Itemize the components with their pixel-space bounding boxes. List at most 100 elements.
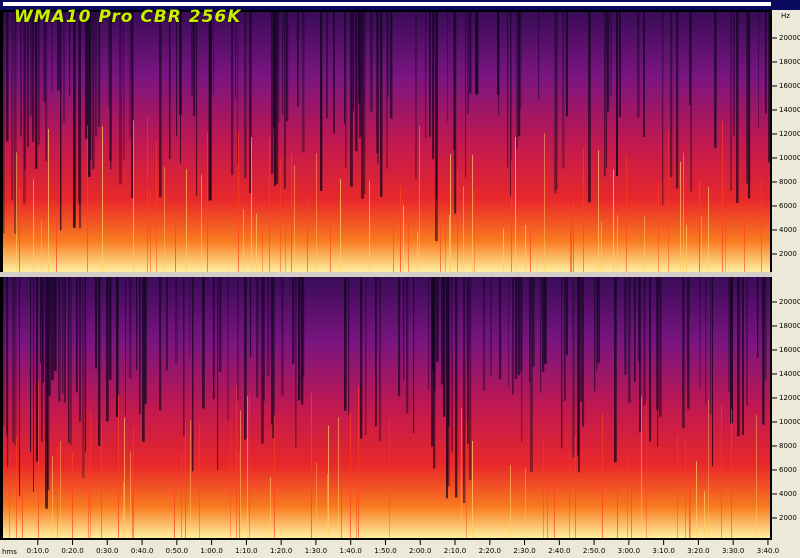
dark-streak	[447, 12, 449, 122]
bright-streak	[744, 210, 745, 272]
dark-streak	[33, 277, 35, 493]
dark-streak	[191, 12, 194, 96]
dark-streak	[436, 12, 438, 200]
bright-streak	[307, 197, 308, 272]
dark-streak	[85, 12, 88, 139]
dark-streak	[95, 277, 97, 369]
dark-streak	[189, 277, 191, 358]
bright-streak	[511, 160, 512, 272]
frequency-tick-label: 12000	[779, 394, 800, 402]
dark-streak	[345, 12, 347, 168]
dark-streak	[596, 277, 598, 371]
time-tick-label: 0:50.0	[166, 547, 188, 555]
bright-streak	[440, 222, 441, 272]
dark-streak	[98, 277, 101, 446]
dark-streak	[370, 12, 373, 112]
bright-streak	[16, 437, 17, 538]
dark-streak	[227, 277, 229, 421]
frequency-tick-label: 16000	[779, 82, 800, 90]
dark-streak	[453, 12, 455, 151]
dark-streak	[604, 12, 606, 177]
dark-streak	[714, 12, 717, 148]
dark-streak	[219, 277, 222, 372]
dark-streak	[556, 12, 558, 190]
bright-streak	[175, 219, 176, 272]
bright-streak	[262, 228, 263, 272]
dark-streak	[11, 12, 14, 201]
dark-streak	[344, 277, 347, 411]
dark-streak	[643, 12, 645, 137]
dark-streak	[60, 12, 62, 231]
time-tick-label: 3:40.0	[757, 547, 779, 555]
bright-streak	[56, 205, 57, 272]
overview-range[interactable]	[3, 2, 771, 6]
dark-streak	[728, 277, 731, 392]
time-tick-label: 2:10.0	[444, 547, 466, 555]
dark-streak	[281, 277, 284, 396]
frequency-tick-label: 20000	[779, 34, 800, 42]
bright-streak	[689, 476, 690, 538]
dark-streak	[507, 12, 509, 168]
dark-streak	[429, 12, 431, 137]
time-tick-label: 0:10.0	[27, 547, 49, 555]
dark-streak	[540, 277, 542, 393]
dark-streak	[271, 277, 273, 425]
time-tick-label: 3:20.0	[687, 547, 709, 555]
dark-streak	[235, 12, 237, 98]
bright-streak	[658, 182, 659, 272]
dark-streak	[284, 12, 286, 189]
dark-streak	[119, 12, 122, 185]
bright-streak	[57, 447, 58, 538]
bright-streak	[602, 413, 603, 538]
frequency-tick-label: 14000	[779, 106, 800, 114]
dark-streak	[92, 12, 95, 170]
bright-streak	[466, 421, 467, 538]
dark-streak	[6, 277, 8, 437]
frequency-tick-label: 12000	[779, 130, 800, 138]
bright-streak	[450, 154, 451, 272]
channel-1-spectrogram[interactable]	[3, 12, 770, 272]
dark-streak	[282, 12, 284, 115]
time-tick-label: 1:10.0	[235, 547, 257, 555]
dark-streak	[303, 277, 305, 378]
dark-streak	[757, 277, 759, 358]
time-tick-label: 0:30.0	[96, 547, 118, 555]
time-tick-label: 1:20.0	[270, 547, 292, 555]
dark-streak	[437, 12, 439, 121]
dark-streak	[57, 12, 60, 91]
dark-streak	[237, 12, 239, 165]
dark-streak	[689, 12, 692, 105]
dark-streak	[455, 277, 458, 498]
dark-streak	[19, 277, 21, 497]
bright-streak	[201, 174, 202, 272]
dark-streak	[762, 277, 765, 425]
dark-streak	[64, 277, 66, 403]
dark-streak	[634, 277, 636, 383]
dark-streak	[41, 277, 43, 442]
time-tick-label: 2:50.0	[583, 547, 605, 555]
dark-streak	[109, 277, 112, 380]
dark-streak	[386, 12, 388, 170]
dark-streak	[344, 12, 346, 124]
bright-streak	[87, 125, 88, 272]
bright-streak	[646, 400, 647, 538]
bright-streak	[285, 200, 286, 272]
bright-streak	[9, 453, 10, 538]
bright-streak	[33, 179, 34, 272]
bright-streak	[704, 491, 705, 538]
dark-streak	[69, 12, 71, 96]
dark-streak	[614, 277, 617, 463]
bright-streak	[626, 155, 627, 272]
dark-streak	[244, 277, 247, 440]
channel-2-spectrogram[interactable]	[3, 277, 770, 538]
bright-streak	[156, 140, 157, 272]
time-tick-label: 0:20.0	[61, 547, 83, 555]
dark-streak	[42, 277, 45, 383]
dark-streak	[14, 12, 17, 234]
dark-streak	[136, 277, 138, 370]
dark-streak	[278, 12, 280, 123]
frequency-tick-label: 10000	[779, 154, 800, 162]
bright-streak	[199, 422, 200, 538]
dark-streak	[398, 277, 401, 397]
dark-streak	[544, 277, 547, 364]
